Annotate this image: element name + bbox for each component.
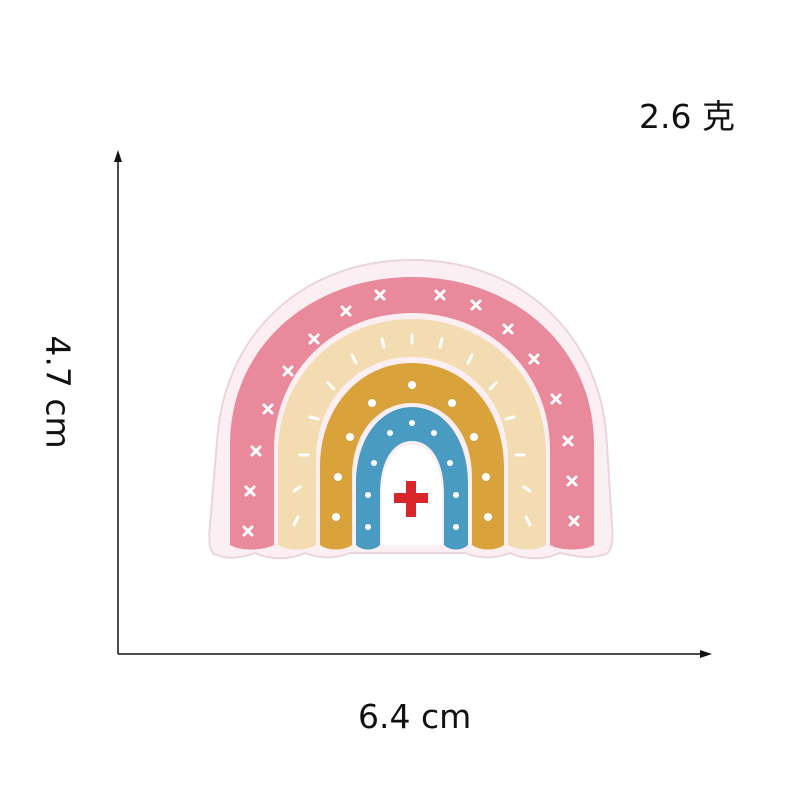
beige-band: [278, 319, 546, 550]
rainbow-patch-image: [208, 258, 614, 560]
vertical-axis-arrow: [114, 150, 122, 162]
beige-band-stitches: [292, 333, 532, 527]
height-dimension-label: 4.7 cm: [38, 335, 78, 449]
mustard-band: [320, 363, 504, 550]
blue-band-hearts: [365, 420, 459, 530]
pink-band-stitches: [242, 289, 580, 537]
width-dimension-label: 6.4 cm: [358, 697, 472, 736]
weight-label: 2.6 克: [639, 97, 735, 136]
blue-band: [356, 407, 468, 550]
horizontal-axis-arrow: [700, 650, 712, 658]
mustard-band-hearts: [332, 381, 492, 521]
red-cross-icon: [394, 481, 428, 517]
outer-pink-band: [230, 277, 594, 550]
